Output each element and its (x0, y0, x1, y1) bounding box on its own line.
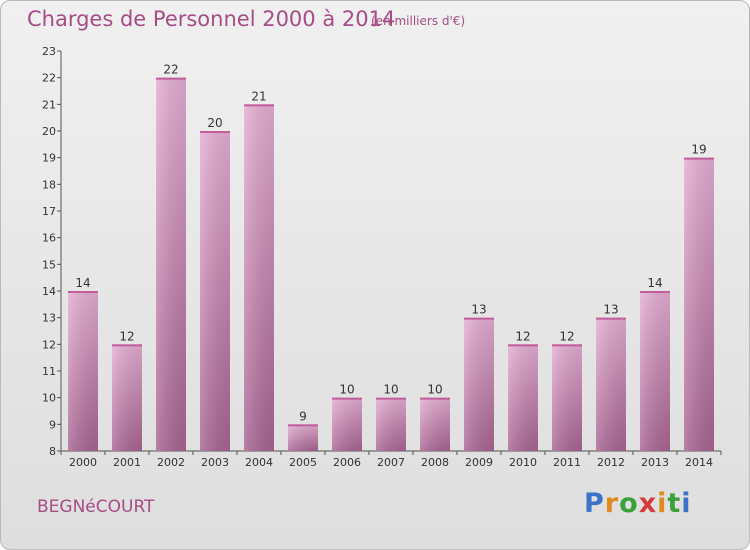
x-tick-label: 2003 (201, 456, 229, 469)
x-tick-label: 2009 (465, 456, 493, 469)
y-tick-label: 12 (42, 338, 56, 351)
bar-shade (376, 397, 406, 451)
y-tick-label: 16 (42, 232, 56, 245)
data-label: 21 (251, 89, 266, 103)
y-tick-label: 9 (49, 418, 56, 431)
commune-name: BEGNéCOURT (37, 497, 155, 517)
data-label: 12 (119, 329, 134, 343)
bar-shade (640, 291, 670, 451)
y-tick-label: 18 (42, 178, 56, 191)
bar-top-edge (332, 397, 362, 400)
y-tick-label: 14 (42, 285, 56, 298)
bar-top-edge (112, 344, 142, 347)
labels: 2000 14 2001 12 2002 22 2003 20 2004 21 2005 9 2006 1… (69, 63, 713, 469)
bar-shade (552, 344, 582, 451)
x-tick-label: 2007 (377, 456, 405, 469)
y-tick-label: 21 (42, 98, 56, 111)
data-label: 12 (559, 329, 574, 343)
bar-shade (332, 397, 362, 451)
proxiti-logo: Proxiti (584, 488, 692, 519)
data-label: 20 (207, 116, 222, 130)
bar-top-edge (288, 424, 318, 427)
bar-shade (112, 344, 142, 451)
bar-shade (156, 77, 186, 452)
bar-shade (464, 317, 494, 451)
bar-top-edge (244, 104, 274, 107)
bar-top-edge (420, 397, 450, 400)
y-tick-label: 19 (42, 152, 56, 165)
data-label: 22 (163, 63, 178, 77)
y-tick-label: 11 (42, 365, 56, 378)
y-tick-label: 15 (42, 258, 56, 271)
bar-top-edge (464, 317, 494, 320)
bar-shade (68, 291, 98, 451)
x-tick-label: 2005 (289, 456, 317, 469)
x-tick-label: 2011 (553, 456, 581, 469)
bar-top-edge (156, 77, 186, 80)
axes: 8 9 10 11 12 13 14 15 16 17 18 19 20 21 22 23 (42, 45, 722, 458)
y-tick-label: 13 (42, 312, 56, 325)
y-tick-label: 8 (49, 445, 56, 458)
bar-top-edge (596, 317, 626, 320)
y-tick-label: 20 (42, 125, 56, 138)
x-tick-label: 2013 (641, 456, 669, 469)
data-label: 19 (691, 143, 706, 157)
data-label: 9 (299, 409, 307, 423)
data-label: 10 (339, 383, 354, 397)
data-label: 12 (515, 329, 530, 343)
y-tick-label: 23 (42, 45, 56, 58)
bar-top-edge (508, 344, 538, 347)
bar-top-edge (376, 397, 406, 400)
x-tick-label: 2001 (113, 456, 141, 469)
bar-shade (288, 424, 318, 451)
data-label: 13 (603, 303, 618, 317)
data-label: 10 (427, 383, 442, 397)
y-tick-label: 10 (42, 392, 56, 405)
x-tick-label: 2010 (509, 456, 537, 469)
bar-top-edge (552, 344, 582, 347)
x-tick-label: 2008 (421, 456, 449, 469)
bar-shade (508, 344, 538, 451)
y-tick-label: 17 (42, 205, 56, 218)
bar-shade (420, 397, 450, 451)
bar-top-edge (68, 291, 98, 293)
chart-title: Charges de Personnel 2000 à 2014 (27, 7, 396, 31)
y-tick-label: 22 (42, 72, 56, 85)
x-tick-label: 2002 (157, 456, 185, 469)
bar-top-edge (640, 291, 670, 293)
bar-shade (200, 131, 230, 451)
chart-subtitle: (en milliers d'€) (371, 14, 466, 28)
x-tick-label: 2012 (597, 456, 625, 469)
x-tick-label: 2000 (69, 456, 97, 469)
x-tick-label: 2004 (245, 456, 273, 469)
data-label: 10 (383, 383, 398, 397)
data-label: 14 (75, 276, 90, 290)
bar-top-edge (200, 131, 230, 133)
data-label: 13 (471, 303, 486, 317)
bar-shade (244, 104, 274, 451)
bar-shade (684, 157, 714, 451)
bars (68, 77, 714, 452)
x-tick-label: 2006 (333, 456, 361, 469)
data-label: 14 (647, 276, 662, 290)
bar-shade (596, 317, 626, 451)
bar-top-edge (684, 157, 714, 160)
x-tick-label: 2014 (685, 456, 713, 469)
